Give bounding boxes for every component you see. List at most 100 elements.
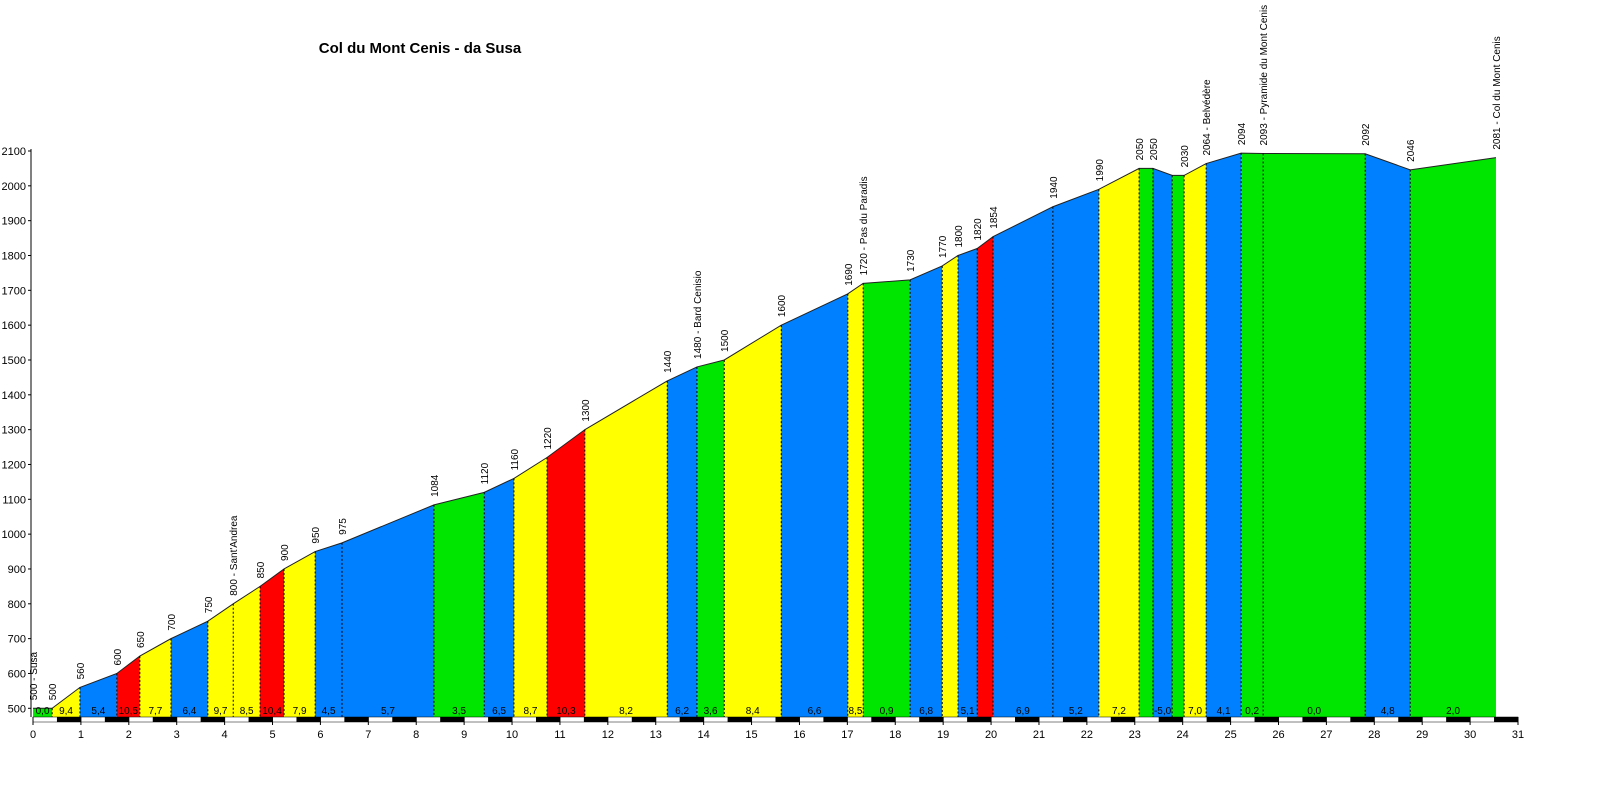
elevation-label: 1480 - Bard Cenisio bbox=[693, 270, 704, 359]
elevation-label: 750 bbox=[204, 596, 215, 613]
elevation-label: 2050 bbox=[1149, 138, 1160, 161]
y-tick-label: 1700 bbox=[2, 285, 26, 297]
y-tick-label: 1200 bbox=[2, 459, 26, 471]
x-axis-dash bbox=[344, 717, 369, 722]
profile-segment bbox=[547, 429, 585, 717]
elevation-label: 1940 bbox=[1049, 176, 1060, 199]
gradient-label: 5,4 bbox=[91, 706, 105, 717]
gradient-label: 6,5 bbox=[492, 706, 506, 717]
y-tick-label: 1400 bbox=[2, 390, 26, 402]
y-tick-label: 1900 bbox=[2, 216, 26, 228]
profile-segment bbox=[942, 255, 959, 717]
gradient-label: 7,7 bbox=[148, 706, 162, 717]
elevation-label: 1500 bbox=[720, 329, 731, 352]
elevation-label: 950 bbox=[311, 526, 322, 543]
elevation-label: 1730 bbox=[906, 249, 917, 272]
x-tick-label: 22 bbox=[1081, 729, 1093, 741]
gradient-label: 0,0 bbox=[1307, 706, 1321, 717]
x-tick-label: 0 bbox=[30, 729, 36, 741]
profile-segment bbox=[1263, 153, 1366, 717]
x-tick-label: 26 bbox=[1272, 729, 1284, 741]
elevation-label: 1820 bbox=[973, 218, 984, 241]
profile-segment bbox=[847, 283, 864, 717]
x-axis-dash bbox=[583, 717, 608, 722]
profile-segment bbox=[233, 586, 261, 717]
profile-segment bbox=[992, 206, 1053, 717]
x-axis-dash bbox=[1350, 717, 1375, 722]
y-tick-label: 600 bbox=[8, 668, 26, 680]
gradient-label: 2,0 bbox=[1446, 706, 1460, 717]
profile-segment bbox=[513, 457, 548, 717]
elevation-label: 560 bbox=[76, 662, 87, 679]
gradient-label: 3,6 bbox=[704, 706, 718, 717]
gradient-label: 8,2 bbox=[619, 706, 633, 717]
x-axis-dash bbox=[1254, 717, 1279, 722]
elevation-label: 2093 - Pyramide du Mont Cenis bbox=[1259, 5, 1270, 146]
x-axis-dash bbox=[1158, 717, 1183, 722]
elevation-label: 1854 bbox=[989, 206, 1000, 229]
profile-segment bbox=[207, 603, 234, 717]
elevation-label: 500 - Susa bbox=[29, 651, 40, 700]
elevation-label: 1770 bbox=[938, 235, 949, 258]
x-tick-label: 18 bbox=[889, 729, 901, 741]
x-axis-dash bbox=[631, 717, 656, 722]
gradient-label: 3,5 bbox=[452, 706, 466, 717]
gradient-label: 9,4 bbox=[59, 706, 73, 717]
x-axis-dash bbox=[248, 717, 273, 722]
elevation-label: 650 bbox=[136, 631, 147, 648]
x-axis-dash bbox=[200, 717, 225, 722]
gradient-label: 10,4 bbox=[262, 706, 282, 717]
x-axis-dash bbox=[104, 717, 129, 722]
profile-segment bbox=[433, 492, 485, 717]
x-axis-dash bbox=[1398, 717, 1423, 722]
elevation-label: 2081 - Col du Mont Cenis bbox=[1492, 36, 1503, 149]
x-axis-dash bbox=[871, 717, 896, 722]
y-tick-label: 500 bbox=[8, 703, 26, 715]
x-tick-label: 7 bbox=[365, 729, 371, 741]
x-axis-dash bbox=[1062, 717, 1087, 722]
y-tick-label: 1500 bbox=[2, 355, 26, 367]
elevation-label: 500 bbox=[48, 683, 59, 700]
gradient-label: 0,2 bbox=[1245, 706, 1259, 717]
x-axis-dash bbox=[440, 717, 465, 722]
elevation-label: 2030 bbox=[1180, 145, 1191, 168]
profile-segment bbox=[1206, 153, 1242, 717]
elevation-label: 850 bbox=[256, 561, 267, 578]
profile-segment bbox=[667, 366, 697, 717]
profile-segment bbox=[1410, 157, 1496, 717]
gradient-label: 5,2 bbox=[1069, 706, 1083, 717]
gradient-label: 8,5 bbox=[849, 706, 863, 717]
elevation-label: 2092 bbox=[1361, 123, 1372, 146]
x-tick-label: 12 bbox=[602, 729, 614, 741]
x-axis-dash bbox=[1015, 717, 1039, 722]
y-tick-label: 800 bbox=[8, 599, 26, 611]
gradient-label: 9,7 bbox=[214, 706, 228, 717]
elevation-label: 1800 bbox=[954, 225, 965, 248]
gradient-label: 7,2 bbox=[1112, 706, 1126, 717]
gradient-label: 8,5 bbox=[240, 706, 254, 717]
x-tick-label: 24 bbox=[1177, 729, 1189, 741]
profile-outline bbox=[33, 152, 1497, 709]
profile-segment bbox=[696, 359, 725, 717]
profile-segment bbox=[52, 687, 80, 717]
gradient-label: 8,4 bbox=[746, 706, 760, 717]
y-tick-label: 900 bbox=[8, 564, 26, 576]
x-tick-label: 4 bbox=[222, 729, 228, 741]
elevation-label: 900 bbox=[280, 544, 291, 561]
x-axis-dash bbox=[296, 717, 321, 722]
elevation-label: 1440 bbox=[663, 350, 674, 373]
gradient-label: 10,3 bbox=[556, 706, 576, 717]
elevation-label: 2094 bbox=[1237, 122, 1248, 145]
x-axis-dash bbox=[1110, 717, 1135, 722]
x-tick-label: 19 bbox=[937, 729, 949, 741]
elevation-label: 2064 - Belvédère bbox=[1202, 79, 1213, 156]
x-axis-dash bbox=[1494, 717, 1518, 722]
elevation-label: 1220 bbox=[543, 427, 554, 450]
y-tick-label: 1000 bbox=[2, 529, 26, 541]
profile-segment bbox=[1052, 189, 1099, 717]
gradient-label: 5,1 bbox=[961, 706, 975, 717]
x-tick-label: 5 bbox=[269, 729, 275, 741]
x-tick-label: 16 bbox=[793, 729, 805, 741]
x-axis-dash bbox=[679, 717, 704, 722]
